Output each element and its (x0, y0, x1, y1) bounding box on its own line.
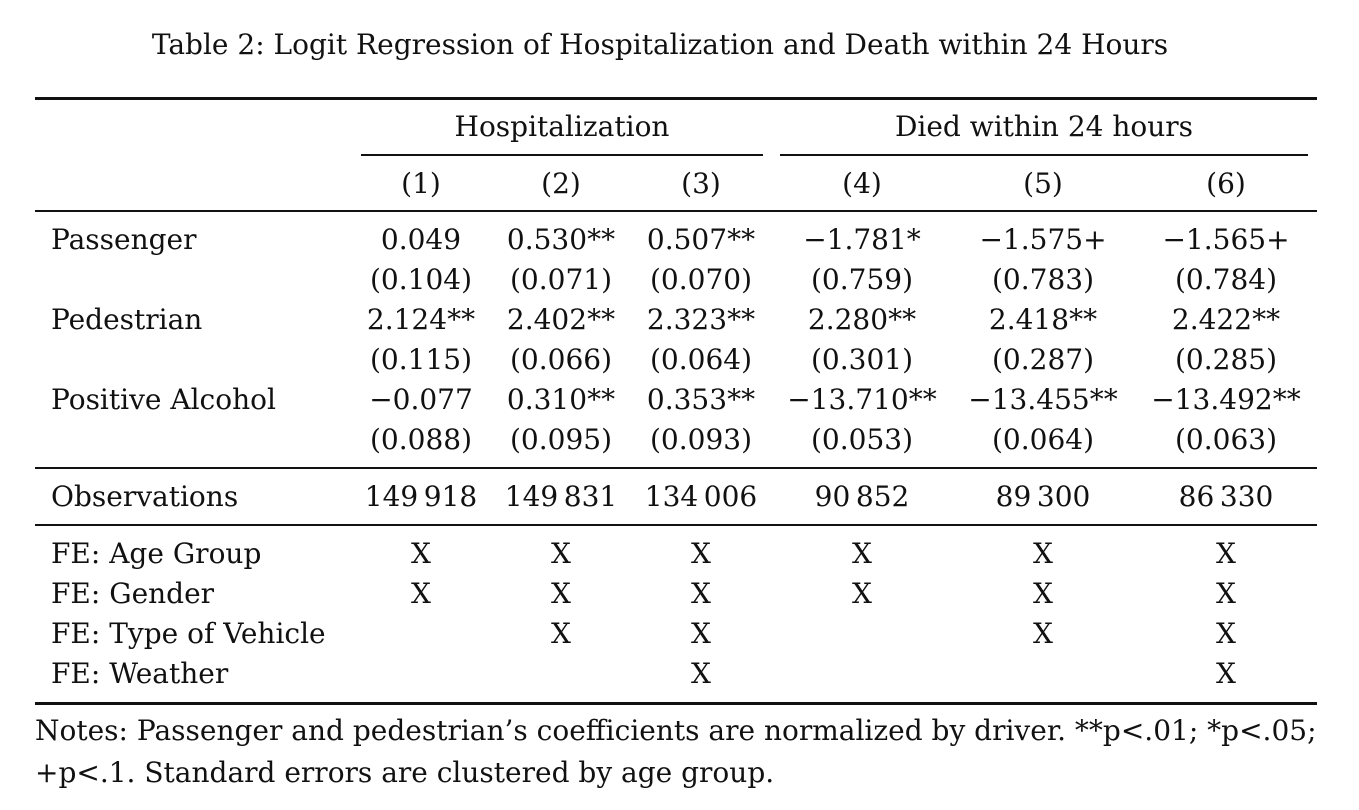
observations-cell: 149 831 (504, 480, 618, 513)
std-error-cell: (0.104) (369, 263, 472, 296)
observations-cell: 90 852 (814, 480, 910, 513)
observations-cell: 86 330 (1178, 480, 1274, 513)
fe-mark-cell: X (691, 577, 711, 610)
std-error-cell: (0.095) (509, 423, 612, 456)
coefficient-cell: 2.418** (988, 303, 1098, 336)
std-error-cell: (0.088) (369, 423, 472, 456)
group-header: Died within 24 hours (894, 110, 1194, 143)
table-caption: Table 2: Logit Regression of Hospitaliza… (151, 28, 1169, 61)
coefficient-cell: −13.492** (1151, 383, 1301, 416)
coefficient-cell: −13.455** (968, 383, 1118, 416)
column-header: (5) (1023, 167, 1063, 200)
fe-mark-cell: X (551, 537, 571, 570)
coefficient-cell: 0.507** (646, 223, 756, 256)
observations-label: Observations (51, 480, 239, 513)
column-header: (1) (401, 167, 441, 200)
fe-mark-cell: X (691, 537, 711, 570)
fe-mark-cell: X (1033, 577, 1053, 610)
column-header: (6) (1206, 167, 1246, 200)
coefficient-cell: 2.402** (506, 303, 616, 336)
std-error-cell: (0.063) (1174, 423, 1277, 456)
std-error-cell: (0.287) (991, 343, 1094, 376)
fe-rule (35, 524, 1317, 526)
fe-row-label: FE: Gender (51, 577, 215, 610)
coefficient-cell: −1.565+ (1162, 223, 1290, 256)
std-error-cell: (0.053) (810, 423, 913, 456)
fe-mark-cell: X (551, 617, 571, 650)
fe-mark-cell: X (1216, 537, 1236, 570)
observations-rule (35, 467, 1317, 469)
group-underline-died (780, 154, 1308, 156)
row-label: Positive Alcohol (51, 383, 276, 416)
coefficient-cell: 2.323** (646, 303, 756, 336)
coefficient-cell: −1.781* (803, 223, 921, 256)
coefficient-cell: 0.530** (506, 223, 616, 256)
coefficient-cell: −1.575+ (979, 223, 1107, 256)
column-header: (3) (681, 167, 721, 200)
std-error-cell: (0.093) (649, 423, 752, 456)
std-error-cell: (0.784) (1174, 263, 1277, 296)
coefficient-cell: 0.049 (380, 223, 462, 256)
column-header: (2) (541, 167, 581, 200)
group-underline-hospitalization (361, 154, 763, 156)
group-header: Hospitalization (454, 110, 670, 143)
fe-mark-cell: X (1216, 657, 1236, 690)
fe-mark-cell: X (852, 577, 872, 610)
std-error-cell: (0.115) (369, 343, 472, 376)
fe-row-label: FE: Weather (51, 657, 229, 690)
fe-mark-cell: X (691, 617, 711, 650)
std-error-cell: (0.071) (509, 263, 612, 296)
std-error-cell: (0.064) (991, 423, 1094, 456)
observations-cell: 134 006 (644, 480, 758, 513)
coefficient-cell: 2.422** (1171, 303, 1281, 336)
bottom-rule (35, 702, 1317, 705)
table-notes: Notes: Passenger and pedestrian’s coeffi… (35, 714, 1317, 789)
fe-mark-cell: X (1033, 537, 1053, 570)
fe-mark-cell: X (852, 537, 872, 570)
header-rule (35, 210, 1317, 212)
coefficient-cell: 2.280** (807, 303, 917, 336)
fe-mark-cell: X (411, 537, 431, 570)
std-error-cell: (0.301) (810, 343, 913, 376)
coefficient-cell: 2.124** (366, 303, 476, 336)
coefficient-cell: 0.353** (646, 383, 756, 416)
observations-cell: 149 918 (364, 480, 478, 513)
std-error-cell: (0.285) (1174, 343, 1277, 376)
fe-mark-cell: X (1216, 617, 1236, 650)
fe-mark-cell: X (551, 577, 571, 610)
fe-row-label: FE: Age Group (51, 537, 262, 570)
observations-cell: 89 300 (995, 480, 1091, 513)
coefficient-cell: −13.710** (787, 383, 937, 416)
column-header: (4) (842, 167, 882, 200)
std-error-cell: (0.783) (991, 263, 1094, 296)
fe-mark-cell: X (1033, 617, 1053, 650)
row-label: Passenger (51, 223, 197, 256)
row-label: Pedestrian (51, 303, 203, 336)
fe-mark-cell: X (411, 577, 431, 610)
coefficient-cell: 0.310** (506, 383, 616, 416)
fe-mark-cell: X (691, 657, 711, 690)
std-error-cell: (0.066) (509, 343, 612, 376)
top-rule (35, 97, 1317, 100)
std-error-cell: (0.070) (649, 263, 752, 296)
std-error-cell: (0.759) (810, 263, 913, 296)
coefficient-cell: −0.077 (369, 383, 473, 416)
fe-mark-cell: X (1216, 577, 1236, 610)
fe-row-label: FE: Type of Vehicle (51, 617, 326, 650)
std-error-cell: (0.064) (649, 343, 752, 376)
